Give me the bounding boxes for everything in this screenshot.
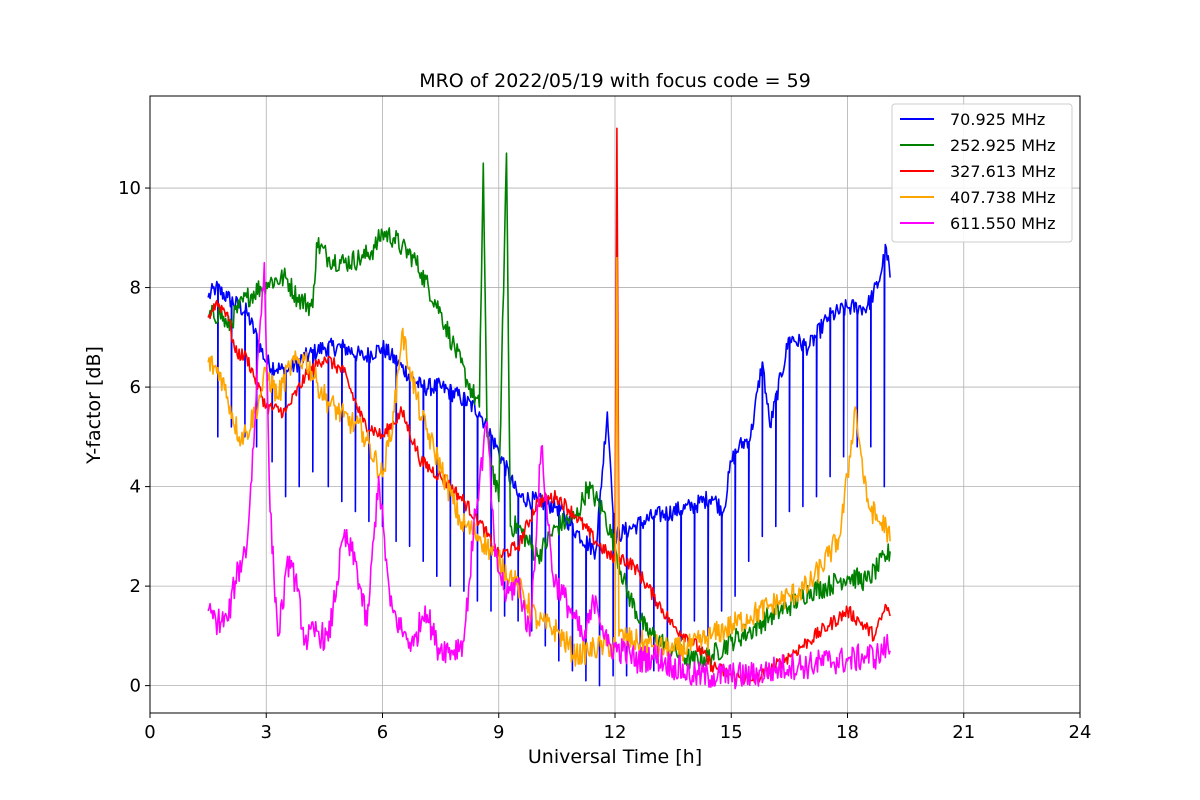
legend: 70.925 MHz 252.925 MHz 327.613 MHz 407.738 …: [891, 103, 1073, 243]
series-line-3: [207, 127, 891, 685]
x-tick-label: 18: [836, 722, 859, 743]
y-tick-label: 8: [130, 278, 141, 299]
series-lines: [207, 127, 891, 690]
y-tick-label: 0: [130, 676, 141, 697]
x-axis-label: Universal Time [h]: [528, 746, 702, 768]
x-tick-label: 9: [493, 722, 504, 743]
x-tick-label: 6: [377, 722, 388, 743]
legend-box: [891, 103, 1073, 243]
x-tick-label: 12: [604, 722, 627, 743]
legend-label: 327.613 MHz: [950, 162, 1055, 181]
y-tick-label: 10: [118, 178, 141, 199]
y-axis-label: Y-factor [dB]: [83, 346, 105, 465]
legend-label: 70.925 MHz: [950, 110, 1045, 129]
x-tick-label: 24: [1069, 722, 1092, 743]
series-line-4: [207, 256, 891, 667]
chart-title: MRO of 2022/05/19 with focus code = 59: [419, 70, 811, 92]
series-line-1: [207, 243, 891, 687]
x-tick-label: 3: [261, 722, 272, 743]
legend-label: 252.925 MHz: [950, 136, 1055, 155]
y-tick-label: 6: [130, 377, 141, 398]
x-tick-label: 21: [952, 722, 975, 743]
legend-label: 611.550 MHz: [950, 214, 1055, 233]
x-tick-label: 0: [144, 722, 155, 743]
y-tick-label: 2: [130, 576, 141, 597]
x-tick-label: 15: [720, 722, 743, 743]
legend-label: 407.738 MHz: [950, 188, 1055, 207]
series-line-5: [207, 261, 891, 690]
y-tick-label: 4: [130, 477, 141, 498]
